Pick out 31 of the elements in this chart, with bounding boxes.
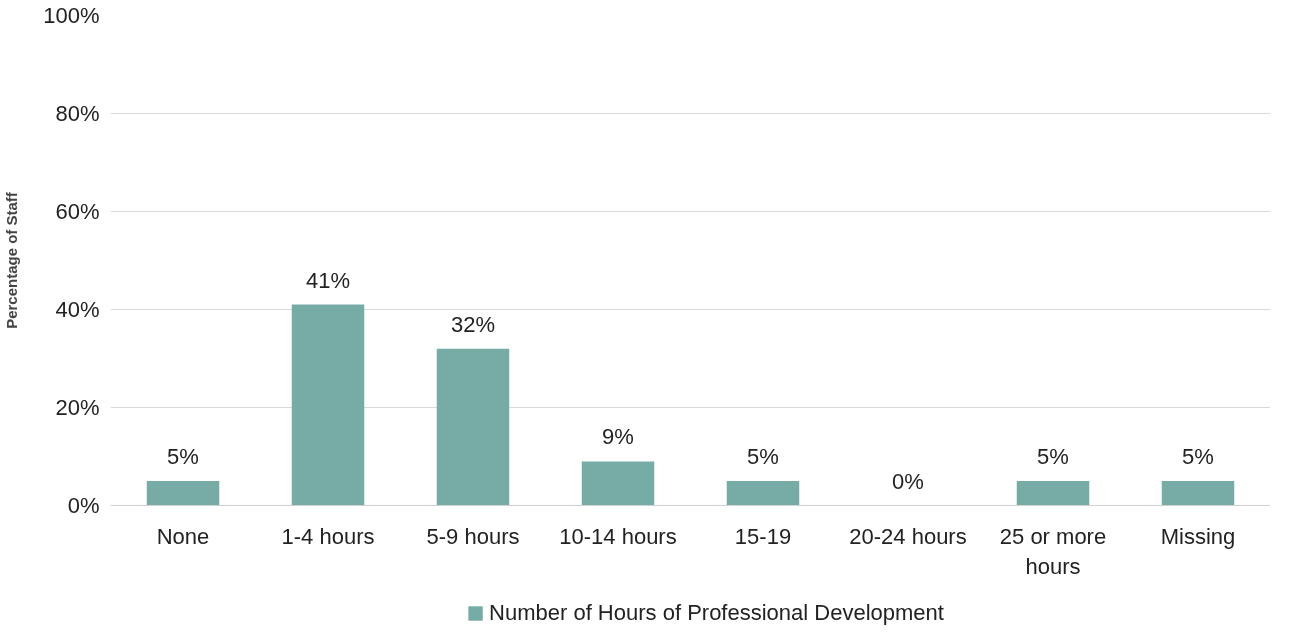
bar	[436, 348, 510, 506]
x-tick-label: 5-9 hours	[426, 523, 520, 549]
x-tick-label: None	[156, 523, 210, 549]
bar	[726, 481, 800, 506]
y-tick-label: 100%	[43, 3, 100, 28]
y-tick-label: 40%	[55, 297, 100, 322]
data-label: 41%	[305, 267, 351, 293]
data-label: 5%	[1037, 444, 1069, 469]
y-tick-label: 0%	[67, 493, 100, 518]
bar	[1161, 481, 1235, 506]
data-label: 9%	[602, 424, 634, 450]
bar	[146, 481, 220, 506]
x-tick-label: 10-14 hours	[559, 523, 677, 549]
data-label: 5%	[747, 444, 779, 469]
x-tick-label: 20-24 hours	[849, 523, 967, 549]
bar	[1016, 481, 1090, 506]
x-tick-label: Missing	[1160, 523, 1236, 549]
legend-label: Number of Hours of Professional Development	[489, 600, 944, 626]
y-tick-label: 60%	[55, 199, 100, 224]
x-tick-label: 1-4 hours	[281, 523, 375, 549]
x-tick-label: 15-19	[734, 523, 792, 549]
y-tick-label: 80%	[55, 101, 100, 126]
y-tick-label: 20%	[55, 395, 100, 420]
bar	[581, 461, 655, 506]
bar	[291, 304, 365, 506]
x-tick-label: 25 or more hours	[999, 523, 1107, 579]
data-label: 32%	[450, 311, 496, 337]
data-label: 5%	[1182, 444, 1214, 469]
data-label: 5%	[167, 444, 199, 469]
y-axis-title: Percentage of Staff	[3, 191, 21, 329]
data-label: 0%	[892, 468, 924, 494]
